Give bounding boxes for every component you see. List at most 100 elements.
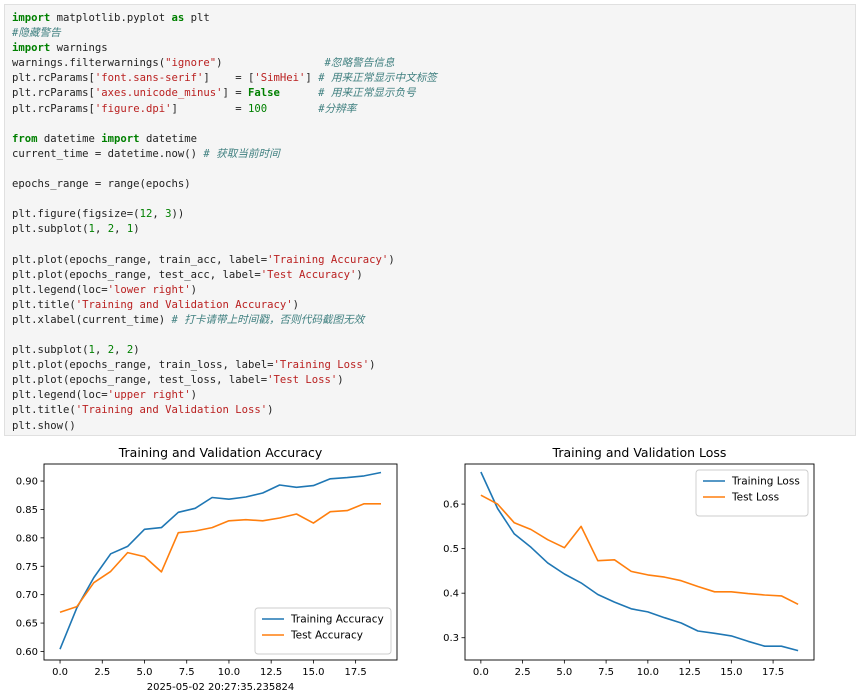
code-token: 'font.sans-serif' — [94, 72, 204, 85]
code-token: 2 — [107, 223, 115, 236]
code-line: plt.rcParams['figure.dpi'] = 100 #分辨率 — [12, 103, 356, 115]
x-tick-label: 0.0 — [473, 667, 489, 678]
code-line: plt.rcParams['font.sans-serif'] = ['SimH… — [12, 72, 437, 84]
code-token: epochs_range = range(epochs) — [12, 178, 191, 191]
legend: Training Accuracy Test Accuracy — [254, 607, 392, 655]
code-line: from datetime import datetime — [12, 133, 197, 145]
code-token: plt.rcParams[ — [12, 102, 95, 115]
code-token: #隐藏警告 — [12, 27, 61, 40]
y-tick-label: 0.80 — [16, 533, 38, 544]
plot-frame — [464, 463, 815, 661]
y-tick-label: 0.6 — [443, 500, 459, 511]
code-token: warnings — [50, 42, 108, 55]
code-token: current_time = datetime.now() — [12, 147, 204, 160]
x-tick-label: 7.5 — [179, 667, 195, 678]
legend-label: Test Accuracy — [290, 630, 363, 642]
code-token: 1 — [88, 344, 95, 357]
code-token: ] = — [171, 102, 249, 115]
y-tick-label: 0.70 — [16, 590, 38, 601]
code-token: 'SimHei' — [254, 72, 306, 85]
chart-title: Training and Validation Loss — [552, 445, 727, 460]
code-line: plt.subplot(1, 2, 1) — [12, 223, 140, 235]
code-token: warnings.filterwarnings( — [12, 57, 166, 70]
code-token: 'Training Accuracy' — [267, 253, 389, 266]
code-line: plt.plot(epochs_range, train_loss, label… — [12, 359, 376, 371]
code-token: matplotlib.pyplot — [50, 12, 172, 24]
series-line-1 — [480, 494, 799, 606]
code-line: warnings.filterwarnings("ignore") #忽略警告信… — [12, 57, 395, 69]
code-token: plt.plot(epochs_range, train_loss, label… — [12, 359, 274, 372]
code-token: # 打卡请带上时间戳，否则代码截图无效 — [171, 313, 365, 326]
code-token: 12 — [139, 208, 153, 221]
x-tick-label: 10.0 — [637, 667, 659, 678]
x-tick-label: 5.0 — [137, 667, 153, 678]
y-tick-label: 0.90 — [16, 477, 38, 488]
x-tick-label: 12.5 — [678, 667, 700, 678]
code-token: )) — [171, 208, 185, 221]
x-tick-label: 17.5 — [762, 667, 784, 678]
code-token: ) — [133, 344, 140, 357]
code-token: datetime — [139, 132, 197, 145]
code-token: #分辨率 — [318, 102, 357, 115]
code-editor[interactable]: import matplotlib.pyplot as plt #隐藏警告 im… — [12, 11, 437, 434]
code-token: ) — [133, 223, 140, 236]
code-token: ) — [337, 374, 344, 387]
code-token: plt.subplot( — [12, 344, 89, 357]
code-token: ] — [305, 72, 319, 85]
code-token: 2 — [126, 344, 134, 357]
code-token: plt.xlabel(current_time) — [12, 313, 172, 326]
code-cell[interactable]: import matplotlib.pyplot as plt #隐藏警告 im… — [4, 4, 856, 436]
x-axis-label: 2025-05-02 20:27:35.235824 — [147, 682, 295, 693]
legend-box — [254, 607, 392, 655]
y-tick-label: 0.60 — [16, 647, 38, 658]
code-token: , — [114, 223, 127, 236]
code-token: plt.legend(loc= — [12, 389, 108, 402]
code-line: plt.title('Training and Validation Accur… — [12, 299, 299, 311]
code-token: 'Training and Validation Loss' — [75, 404, 268, 417]
code-token: 'Test Accuracy' — [260, 268, 357, 281]
code-token: ) — [369, 359, 376, 372]
code-token: , — [152, 208, 166, 221]
x-tick-label: 2.5 — [94, 667, 110, 678]
series-line-0 — [480, 471, 799, 652]
code-token: # 用来正常显示负号 — [318, 87, 416, 100]
code-line: import warnings — [12, 42, 108, 54]
code-line: plt.legend(loc='upper right') — [12, 389, 197, 401]
code-token: , — [114, 344, 127, 357]
code-token: 'Training Loss' — [273, 359, 370, 372]
code-line: epochs_range = range(epochs) — [12, 178, 191, 190]
code-token: plt.subplot( — [12, 223, 89, 236]
x-tick-label: 17.5 — [344, 667, 366, 678]
series-line-0 — [59, 471, 382, 650]
code-token: 'Test Loss' — [267, 374, 338, 387]
code-token: 'upper right' — [107, 389, 191, 402]
code-token: ) — [190, 389, 197, 402]
code-token: from — [12, 132, 38, 145]
x-tick-label: 12.5 — [260, 667, 282, 678]
y-tick-label: 0.5 — [443, 544, 459, 555]
code-token: 3 — [165, 208, 172, 221]
code-token: 1 — [88, 223, 95, 236]
code-line: import matplotlib.pyplot as plt — [12, 12, 210, 24]
plot-frame — [43, 463, 398, 661]
code-token: plt.show() — [12, 419, 76, 432]
code-line: current_time = datetime.now() # 获取当前时间 — [12, 148, 280, 160]
code-token — [267, 103, 318, 115]
output-area: Training and Validation Accuracy 0.0 2.5 5.… — [0, 438, 858, 699]
code-token: 'lower right' — [107, 283, 191, 296]
x-tick-label: 7.5 — [598, 667, 614, 678]
code-token: #忽略警告信息 — [324, 57, 395, 70]
legend-label: Test Loss — [731, 492, 779, 504]
code-line: plt.rcParams['axes.unicode_minus'] = Fal… — [12, 87, 416, 99]
code-token: # 获取当前时间 — [203, 147, 280, 160]
code-line: plt.figure(figsize=(12, 3)) — [12, 208, 184, 220]
code-line: plt.plot(epochs_range, train_acc, label=… — [12, 254, 395, 266]
code-token: import — [101, 132, 140, 145]
code-token: as — [171, 12, 185, 24]
code-token: datetime — [37, 132, 102, 145]
legend-label: Training Loss — [731, 476, 800, 488]
code-line: plt.plot(epochs_range, test_acc, label='… — [12, 269, 363, 281]
code-token: ) — [356, 268, 363, 281]
code-token: , — [94, 223, 108, 236]
chart-title: Training and Validation Accuracy — [118, 445, 323, 460]
